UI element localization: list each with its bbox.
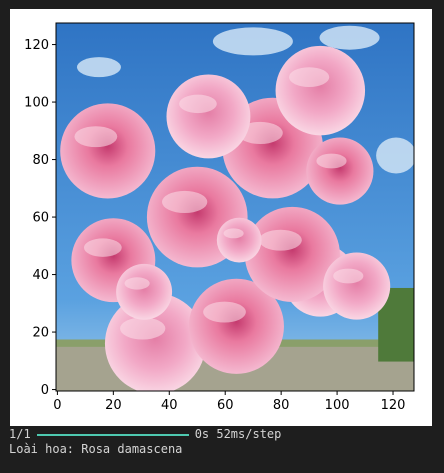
y-tick-label: 120: [24, 38, 49, 53]
y-tick-label: 60: [32, 211, 49, 226]
progress-fill: [36, 433, 189, 436]
x-tick-label: 60: [217, 398, 234, 413]
y-tick-label: 0: [41, 383, 49, 398]
result-line: Loài hoa: Rosa damascena: [9, 442, 439, 457]
rose-flower: [306, 137, 374, 205]
x-tick-label: 80: [273, 398, 290, 413]
rose-petal-highlight: [162, 190, 208, 214]
y-tick-label: 40: [32, 268, 49, 283]
rose-flower: [166, 74, 251, 159]
rose-petal-highlight: [259, 229, 302, 251]
x-tick-label: 40: [161, 398, 178, 413]
console-output: 1/1 0s 52ms/step Loài hoa: Rosa damascen…: [9, 427, 439, 457]
y-tick-label: 80: [32, 153, 49, 168]
progress-line: 1/1 0s 52ms/step: [9, 427, 439, 442]
rose-flower: [275, 45, 366, 136]
rose-flower: [60, 103, 156, 199]
progress-timing: 0s 52ms/step: [194, 427, 282, 441]
rose-petal-highlight: [333, 268, 364, 284]
rose-petal-highlight: [223, 228, 244, 239]
x-tick-label: 100: [325, 398, 350, 413]
rose-petal-highlight: [83, 238, 122, 257]
x-axis: 0 20 40 60 80 100 120: [53, 391, 405, 413]
rose-petal-highlight: [120, 317, 166, 340]
cloud-shape: [376, 137, 414, 174]
rose-flower: [323, 252, 391, 320]
cloud-shape: [319, 25, 380, 50]
x-tick-label: 120: [381, 398, 406, 413]
y-axis: 0 20 40 60 80 100 120: [24, 38, 56, 398]
prediction-result: Loài hoa: Rosa damascena: [9, 442, 183, 456]
rose-flower: [104, 293, 206, 391]
image-plot: 0 20 40 60 80 100 120 0 20 40 60 80 100 120: [24, 22, 415, 413]
axes-frame: [55, 22, 415, 392]
y-tick-label: 100: [24, 96, 49, 111]
rose-petal-highlight: [74, 126, 118, 148]
cloud-shape: [76, 57, 121, 78]
rose-petal-highlight: [288, 67, 330, 87]
rose-flower: [216, 217, 262, 263]
progress-bar: [36, 433, 189, 436]
rose-petal-highlight: [124, 277, 150, 290]
matplotlib-figure: 0 20 40 60 80 100 120 0 20 40 60 80 100 120: [10, 9, 432, 426]
rose-flower: [244, 206, 340, 302]
rose-flower: [188, 278, 284, 374]
rose-petal-highlight: [203, 301, 246, 323]
rose-flower: [116, 263, 173, 320]
x-tick-label: 20: [105, 398, 122, 413]
progress-counter: 1/1: [9, 427, 31, 441]
y-tick-label: 20: [32, 326, 49, 341]
cloud-shape: [212, 27, 293, 56]
rose-petal-highlight: [316, 153, 347, 169]
x-tick-label: 0: [53, 398, 61, 413]
rose-bouquet-image: [56, 23, 414, 391]
rose-petal-highlight: [179, 94, 217, 114]
